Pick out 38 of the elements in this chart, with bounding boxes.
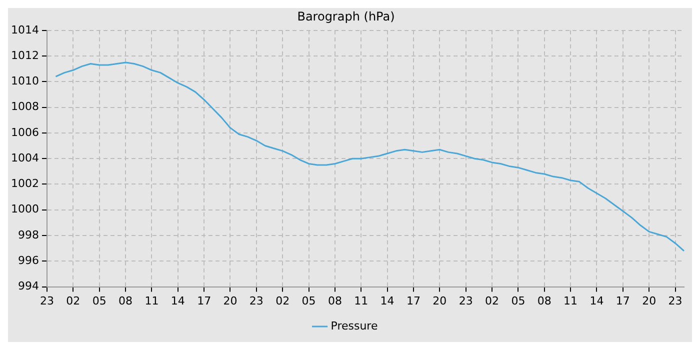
- y-tick-label: 994: [18, 280, 39, 293]
- y-tick-label: 996: [18, 254, 39, 268]
- x-tick-label: 05: [302, 294, 316, 308]
- y-tick-label: 1000: [10, 202, 39, 216]
- y-tick-label: 1004: [10, 151, 39, 164]
- x-tick-label: 08: [537, 294, 552, 308]
- x-tick-label: 23: [40, 294, 54, 308]
- x-tick-label: 20: [642, 294, 656, 308]
- x-tick-label: 08: [118, 294, 133, 308]
- x-tick-label: 23: [668, 294, 682, 308]
- x-tick-label: 11: [564, 294, 578, 308]
- x-tick-label: 14: [590, 294, 604, 308]
- x-tick-label: 20: [432, 294, 447, 308]
- x-tick-label: 08: [328, 294, 342, 308]
- x-tick-label: 02: [485, 294, 500, 308]
- x-tick-label: 11: [144, 294, 159, 308]
- y-tick-label: 1002: [10, 177, 39, 190]
- x-tick-label: 17: [197, 294, 212, 308]
- x-tick-label: 20: [223, 294, 238, 308]
- x-tick-label: 17: [616, 294, 630, 308]
- x-tick-label: 05: [511, 294, 526, 308]
- y-tick-label: 998: [18, 228, 39, 242]
- y-tick-label: 1012: [10, 48, 39, 62]
- x-tick-label: 11: [354, 294, 368, 308]
- y-tick-label: 1006: [10, 126, 39, 139]
- chart-title: Barograph (hPa): [297, 9, 395, 24]
- x-tick-label: 02: [276, 294, 290, 308]
- x-tick-label: 14: [380, 294, 394, 308]
- x-tick-label: 23: [458, 294, 473, 308]
- y-tick-label: 1014: [10, 23, 39, 36]
- x-tick-label: 05: [92, 294, 106, 308]
- x-tick-label: 17: [406, 294, 420, 308]
- y-tick-label: 1008: [10, 100, 39, 114]
- legend-label: Pressure: [330, 319, 378, 332]
- x-tick-label: 14: [170, 294, 185, 308]
- x-tick-label: 23: [249, 294, 264, 308]
- y-tick-label: 1010: [10, 74, 39, 88]
- x-tick-label: 02: [66, 294, 80, 308]
